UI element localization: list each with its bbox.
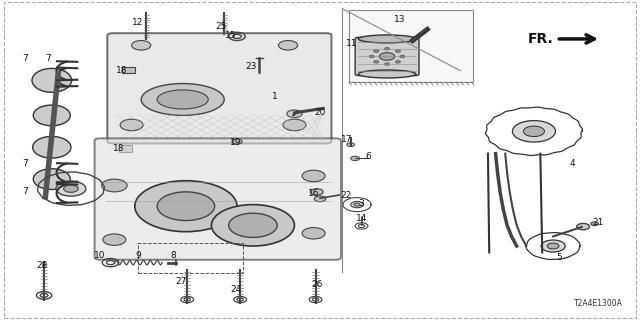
- FancyBboxPatch shape: [95, 138, 341, 260]
- Text: 3: 3: [358, 198, 364, 207]
- Text: 27: 27: [175, 277, 186, 286]
- Circle shape: [354, 203, 360, 206]
- Circle shape: [385, 63, 390, 65]
- Text: 4: 4: [570, 159, 575, 168]
- Text: T2A4E1300A: T2A4E1300A: [575, 299, 623, 308]
- Ellipse shape: [33, 136, 71, 158]
- Ellipse shape: [32, 68, 72, 92]
- Text: 8: 8: [170, 251, 176, 260]
- Text: 19: 19: [230, 138, 241, 147]
- Ellipse shape: [358, 35, 416, 43]
- Circle shape: [369, 55, 374, 58]
- Circle shape: [56, 181, 86, 196]
- Text: 26: 26: [312, 280, 323, 289]
- Text: 18: 18: [116, 66, 128, 75]
- Text: 22: 22: [340, 190, 351, 200]
- Text: 25: 25: [215, 22, 227, 31]
- Circle shape: [374, 60, 379, 63]
- Text: 15: 15: [225, 31, 236, 40]
- Circle shape: [591, 222, 598, 226]
- Text: 20: 20: [314, 108, 326, 117]
- Circle shape: [63, 185, 78, 192]
- Circle shape: [400, 55, 405, 58]
- Circle shape: [351, 202, 364, 208]
- Circle shape: [513, 121, 556, 142]
- Circle shape: [524, 126, 545, 137]
- Text: 28: 28: [36, 261, 48, 270]
- Bar: [138, 243, 243, 273]
- Ellipse shape: [33, 105, 70, 126]
- Circle shape: [396, 50, 401, 52]
- Circle shape: [374, 50, 379, 52]
- Bar: [119, 145, 132, 152]
- Text: 18: 18: [113, 144, 125, 153]
- Text: 17: 17: [341, 135, 353, 144]
- Text: 6: 6: [365, 152, 371, 161]
- Circle shape: [541, 240, 565, 252]
- Text: 5: 5: [557, 253, 563, 262]
- Circle shape: [351, 156, 360, 161]
- Text: 10: 10: [94, 251, 106, 260]
- Text: FR.: FR.: [527, 32, 553, 46]
- Circle shape: [287, 110, 302, 118]
- Text: 1: 1: [273, 92, 278, 101]
- Text: 13: 13: [394, 15, 406, 24]
- Ellipse shape: [157, 90, 208, 109]
- Text: 16: 16: [308, 189, 319, 198]
- Text: 9: 9: [135, 251, 141, 260]
- Text: 7: 7: [45, 53, 51, 62]
- Circle shape: [157, 192, 214, 220]
- Circle shape: [302, 228, 325, 239]
- Circle shape: [132, 41, 151, 50]
- Circle shape: [283, 119, 306, 131]
- FancyBboxPatch shape: [108, 33, 332, 143]
- Text: 24: 24: [230, 284, 241, 293]
- Circle shape: [396, 60, 401, 63]
- Circle shape: [102, 179, 127, 192]
- Circle shape: [310, 189, 323, 195]
- Text: 7: 7: [22, 188, 28, 196]
- Circle shape: [577, 223, 589, 230]
- Circle shape: [120, 119, 143, 131]
- Circle shape: [302, 170, 325, 182]
- Text: 14: 14: [356, 214, 367, 223]
- Text: 11: 11: [346, 39, 358, 48]
- FancyBboxPatch shape: [355, 37, 419, 76]
- Circle shape: [547, 243, 559, 249]
- Text: 21: 21: [592, 218, 604, 227]
- Circle shape: [347, 143, 355, 147]
- Circle shape: [314, 196, 326, 202]
- Text: 7: 7: [22, 159, 28, 168]
- Circle shape: [380, 52, 395, 60]
- Circle shape: [228, 213, 277, 237]
- Text: 12: 12: [132, 19, 144, 28]
- Bar: [349, 10, 473, 82]
- Circle shape: [385, 48, 390, 50]
- Circle shape: [211, 204, 294, 246]
- Text: 23: 23: [245, 61, 257, 70]
- Bar: [122, 67, 135, 73]
- Circle shape: [135, 181, 237, 232]
- Text: 7: 7: [22, 53, 28, 62]
- Circle shape: [103, 234, 126, 245]
- Ellipse shape: [141, 84, 224, 116]
- Circle shape: [278, 41, 298, 50]
- Circle shape: [232, 139, 242, 144]
- Ellipse shape: [33, 169, 70, 189]
- Ellipse shape: [358, 70, 416, 78]
